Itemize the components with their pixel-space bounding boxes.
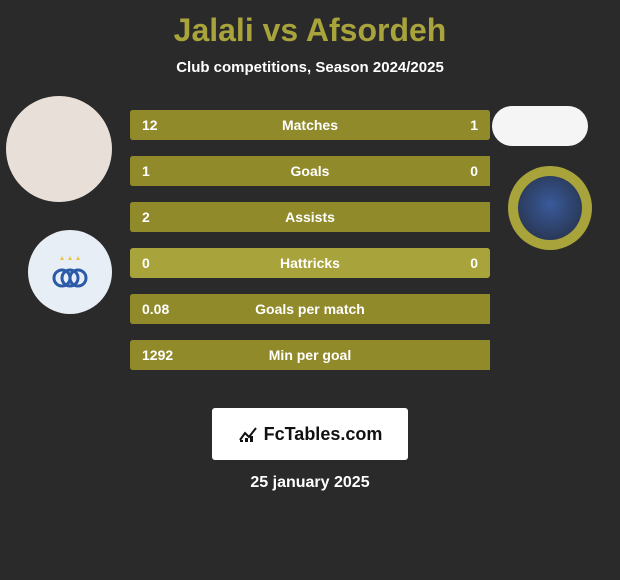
- stats-area: 12Matches11Goals02Assists0Hattricks00.08…: [0, 104, 620, 394]
- stat-label: Min per goal: [200, 347, 420, 363]
- stat-value-left: 0: [130, 255, 200, 271]
- stat-row: 1292Min per goal: [130, 340, 490, 370]
- branding-badge: FcTables.com: [212, 408, 408, 460]
- page-subtitle: Club competitions, Season 2024/2025: [0, 59, 620, 76]
- club-right-icon: [518, 176, 582, 240]
- stat-label: Matches: [200, 117, 420, 133]
- stat-value-right: 0: [420, 163, 490, 179]
- stat-value-right: 1: [420, 117, 490, 133]
- stat-value-left: 1292: [130, 347, 200, 363]
- stat-row: 12Matches1: [130, 110, 490, 140]
- stat-value-left: 0.08: [130, 301, 200, 317]
- stat-label: Hattricks: [200, 255, 420, 271]
- date-line: 25 january 2025: [0, 474, 620, 492]
- stat-value-left: 1: [130, 163, 200, 179]
- stat-row: 0Hattricks0: [130, 248, 490, 278]
- stat-value-left: 2: [130, 209, 200, 225]
- stat-row: 2Assists: [130, 202, 490, 232]
- stat-value-right: 0: [420, 255, 490, 271]
- club-left-icon: [28, 230, 112, 314]
- club-left-badge: [28, 230, 112, 314]
- stat-value-left: 12: [130, 117, 200, 133]
- stat-row: 0.08Goals per match: [130, 294, 490, 324]
- player-right-avatar: [492, 106, 588, 146]
- stat-label: Assists: [200, 209, 420, 225]
- page-title: Jalali vs Afsordeh: [0, 0, 620, 49]
- player-left-avatar: [6, 96, 112, 202]
- stat-label: Goals per match: [200, 301, 420, 317]
- branding-text: FcTables.com: [264, 424, 383, 445]
- stat-row: 1Goals0: [130, 156, 490, 186]
- chart-icon: [238, 424, 258, 444]
- club-right-badge: [508, 166, 592, 250]
- stat-bars: 12Matches11Goals02Assists0Hattricks00.08…: [130, 110, 490, 386]
- stat-label: Goals: [200, 163, 420, 179]
